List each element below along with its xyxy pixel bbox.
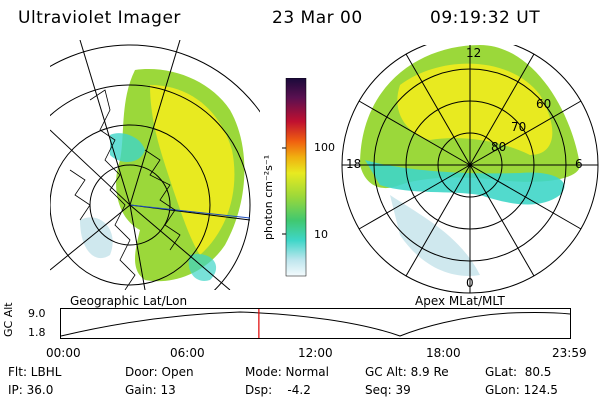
xtick-1200: 12:00 bbox=[298, 346, 333, 360]
lat-label-70: 70 bbox=[511, 120, 527, 134]
time-label: 09:19:32 UT bbox=[430, 8, 541, 28]
mlt-label-12: 12 bbox=[466, 46, 482, 60]
mlt-label-18: 18 bbox=[346, 157, 362, 171]
xtick-0000: 00:00 bbox=[46, 346, 81, 360]
timeline-ytick-1.8: 1.8 bbox=[28, 326, 46, 339]
xtick-2359: 23:59 bbox=[552, 346, 587, 360]
mlt-label-6: 6 bbox=[575, 157, 583, 171]
timeline-ytick-9: 9.0 bbox=[28, 307, 46, 320]
xtick-0600: 06:00 bbox=[170, 346, 205, 360]
colorbar-tick-100: 100 bbox=[314, 141, 335, 154]
lat-label-60: 60 bbox=[536, 97, 552, 111]
info-glon: GLon: 124.5 bbox=[485, 383, 558, 397]
date-label: 23 Mar 00 bbox=[272, 8, 363, 28]
info-dsp: Dsp: -4.2 bbox=[245, 383, 311, 397]
info-door: Door: Open bbox=[125, 365, 194, 379]
aurora-bright-region bbox=[150, 85, 235, 255]
info-seq: Seq: 39 bbox=[365, 383, 411, 397]
geo-panel-label: Geographic Lat/Lon bbox=[70, 294, 188, 308]
colorbar-unit-label: photon cm⁻²s⁻¹ bbox=[262, 154, 275, 240]
info-ip: IP: 36.0 bbox=[8, 383, 54, 397]
apex-panel-label: Apex MLat/MLT bbox=[415, 294, 505, 308]
geographic-image-panel bbox=[50, 40, 260, 290]
info-flt: Flt: LBHL bbox=[8, 365, 62, 379]
info-gain: Gain: 13 bbox=[125, 383, 176, 397]
colorbar bbox=[282, 78, 307, 277]
info-glat: GLat: 80.5 bbox=[485, 365, 552, 379]
instrument-title: Ultraviolet Imager bbox=[18, 8, 181, 28]
apex-polar-panel bbox=[341, 45, 599, 294]
timeline-plot bbox=[60, 308, 571, 339]
info-gcalt: GC Alt: 8.9 Re bbox=[365, 365, 449, 379]
timeline-ylabel: GC Alt bbox=[2, 302, 15, 337]
xtick-1800: 18:00 bbox=[426, 346, 461, 360]
colorbar-tick-10: 10 bbox=[314, 228, 328, 241]
info-mode: Mode: Normal bbox=[245, 365, 329, 379]
lat-label-80: 80 bbox=[491, 140, 507, 154]
mlt-label-0: 0 bbox=[466, 276, 474, 290]
